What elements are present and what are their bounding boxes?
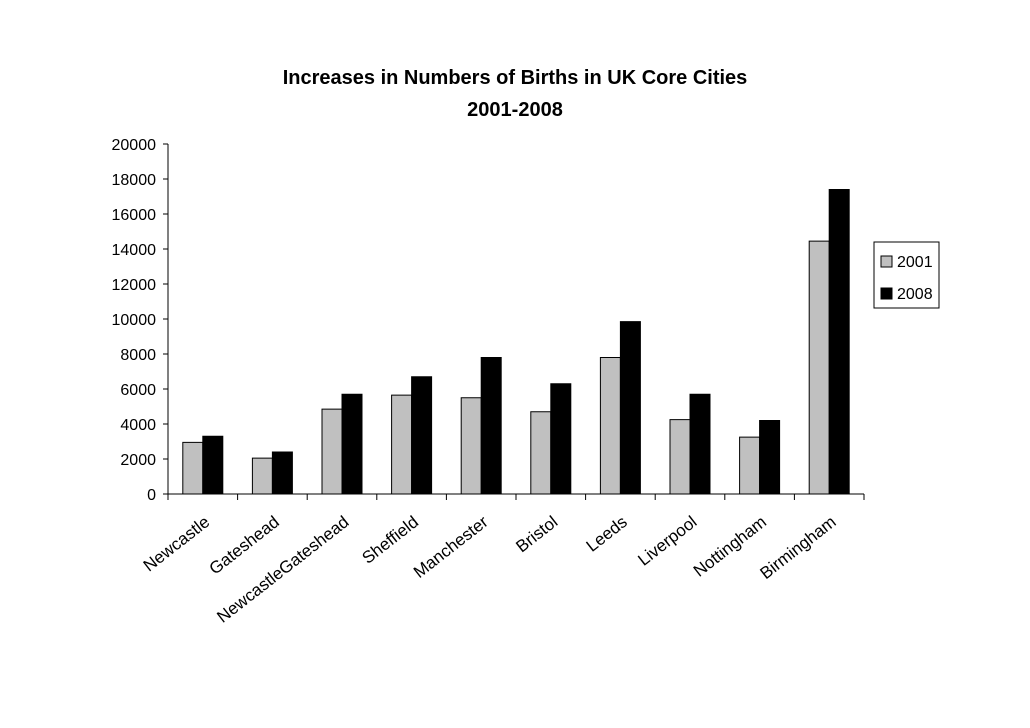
y-tick-label: 2000 — [120, 452, 156, 469]
category-label: Leeds — [583, 512, 631, 555]
y-tick-label: 6000 — [120, 382, 156, 399]
bar-2008-newcastle — [202, 435, 224, 495]
y-tick-label: 12000 — [112, 277, 157, 294]
chart-subtitle: 2001-2008 — [467, 99, 563, 121]
bar-2008-sheffield — [411, 376, 433, 495]
bar-2001-leeds — [599, 357, 621, 495]
category-label: Birmingham — [756, 512, 839, 583]
bar-2008-manchester — [480, 357, 502, 495]
category-label: Sheffield — [358, 512, 422, 568]
bar-2001-liverpool — [669, 419, 691, 495]
bar-2008-liverpool — [689, 393, 711, 495]
y-tick-label: 16000 — [112, 207, 157, 224]
legend-swatch-2008 — [880, 287, 893, 300]
bar-2001-gateshead — [251, 457, 273, 495]
bar-2008-birmingham — [828, 189, 850, 495]
legend-label-2008: 2008 — [897, 286, 933, 303]
bar-2001-birmingham — [808, 240, 830, 495]
bar-2008-newcastlegateshead — [341, 393, 363, 495]
category-label: Newcastle — [140, 512, 213, 575]
bar-2001-nottingham — [739, 436, 761, 495]
legend-swatch-2001 — [880, 255, 893, 268]
bar-2001-bristol — [530, 411, 552, 495]
y-tick-label: 8000 — [120, 347, 156, 364]
bar-2001-sheffield — [391, 394, 413, 495]
chart-legend: 2001 2008 — [873, 241, 940, 309]
category-label: Bristol — [512, 512, 561, 556]
chart-title: Increases in Numbers of Births in UK Cor… — [283, 67, 748, 89]
legend-label-2001: 2001 — [897, 254, 933, 271]
category-label: NewcastleGateshead — [213, 512, 352, 626]
chart-axes: 2000018000160001400012000100008000600040… — [112, 137, 865, 504]
chart-bars — [182, 189, 850, 495]
bar-2008-bristol — [550, 383, 572, 495]
y-tick-label: 20000 — [112, 137, 157, 154]
y-tick-label: 0 — [147, 487, 156, 504]
bar-2008-gateshead — [271, 451, 293, 495]
bar-2001-newcastle — [182, 441, 204, 495]
y-tick-label: 10000 — [112, 312, 157, 329]
bar-2001-newcastlegateshead — [321, 408, 343, 495]
y-tick-label: 18000 — [112, 172, 157, 189]
y-tick-label: 14000 — [112, 242, 157, 259]
y-tick-label: 4000 — [120, 417, 156, 434]
bar-2001-manchester — [460, 397, 482, 495]
category-label: Manchester — [410, 512, 492, 582]
bar-2008-leeds — [619, 321, 641, 495]
category-label: Liverpool — [634, 512, 700, 569]
bar-2008-nottingham — [759, 420, 781, 495]
